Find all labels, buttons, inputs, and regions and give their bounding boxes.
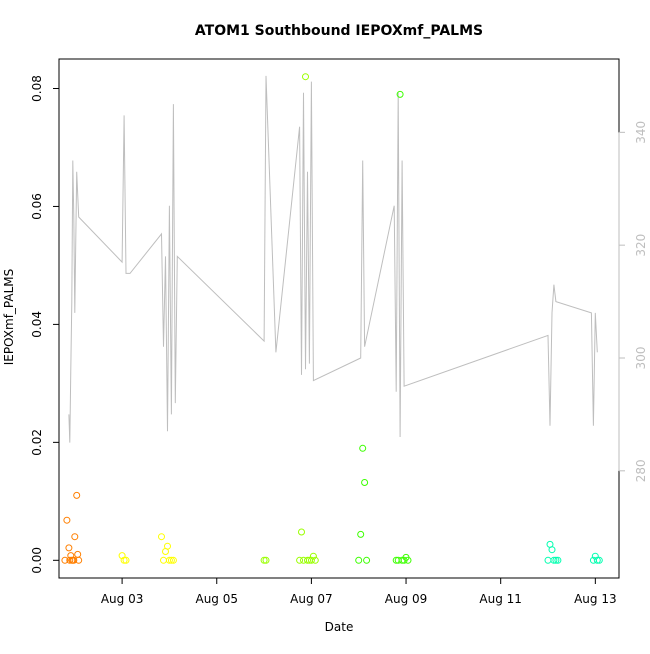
y-tick-label: 0.02 <box>30 429 44 456</box>
data-point-s2-p10 <box>311 556 319 564</box>
data-point-s0-p9 <box>75 556 83 564</box>
x-tick-label: Aug 05 <box>195 592 238 606</box>
data-point-s3-p0 <box>357 530 365 538</box>
data-point-s3-p4 <box>355 556 363 564</box>
data-point-s1-p0 <box>118 552 126 560</box>
scatter-points-layer <box>61 73 603 564</box>
y-tick-label: 0.08 <box>30 75 44 102</box>
y2-tick-label: 340 <box>634 121 648 144</box>
data-point-s0-p8 <box>74 550 82 558</box>
data-point-s0-p1 <box>65 544 73 552</box>
data-point-s3-p3 <box>363 556 371 564</box>
data-point-s4-p6 <box>591 552 599 560</box>
chart-title: ATOM1 Southbound IEPOXmf_PALMS <box>195 23 483 39</box>
y-axis-label: IEPOXmf_PALMS <box>2 269 16 366</box>
y2-tick-label: 300 <box>634 347 648 370</box>
data-point-s2-p9 <box>309 552 317 560</box>
data-point-s0-p10 <box>61 556 69 564</box>
data-point-s1-p6 <box>164 542 171 550</box>
data-point-s2-p8 <box>307 556 315 564</box>
y-tick-label: 0.00 <box>30 547 44 574</box>
data-point-s2-p5 <box>302 73 309 81</box>
data-point-s1-p7 <box>165 556 173 564</box>
data-point-s4-p9 <box>589 556 597 564</box>
data-point-s4-p7 <box>593 556 601 564</box>
y2-axis: 280 300 320 340 <box>618 121 648 482</box>
data-point-s2-p2 <box>296 556 304 564</box>
y2-tick-label: 320 <box>634 234 648 257</box>
data-point-s0-p6 <box>71 533 79 541</box>
data-point-s2-p6 <box>304 556 311 564</box>
data-point-s1-p9 <box>169 556 177 564</box>
y-tick-label: 0.06 <box>30 193 44 220</box>
x-tick-label: Aug 11 <box>479 592 522 606</box>
data-point-s3-p1 <box>359 444 367 452</box>
data-point-s2-p0 <box>260 556 268 564</box>
y2-tick-label: 280 <box>634 459 648 482</box>
data-point-s0-p0 <box>63 516 71 524</box>
data-point-s1-p1 <box>120 556 128 564</box>
data-point-s1-p4 <box>160 556 167 564</box>
y-tick-label: 0.04 <box>30 311 44 338</box>
line-series-layer <box>68 75 598 443</box>
data-point-s0-p7 <box>73 491 81 499</box>
data-point-s1-p3 <box>158 533 165 541</box>
data-point-s2-p3 <box>298 528 305 536</box>
x-tick-label: Aug 03 <box>101 592 144 606</box>
data-point-s4-p4 <box>552 556 560 564</box>
plot-area <box>58 58 620 579</box>
y-axis: 0.00 0.02 0.04 0.06 0.08 <box>30 75 60 574</box>
data-point-s4-p2 <box>548 546 556 554</box>
data-point-s0-p5 <box>70 556 78 564</box>
x-tick-label: Aug 09 <box>385 592 428 606</box>
temperature-line-series <box>68 75 598 443</box>
data-point-s1-p8 <box>167 556 175 564</box>
x-axis-label: Date <box>325 620 354 634</box>
data-point-s2-p1 <box>262 556 270 564</box>
data-point-s3-p2 <box>361 479 369 486</box>
data-point-s4-p0 <box>544 556 552 564</box>
data-point-s1-p2 <box>122 556 130 564</box>
x-tick-label: Aug 13 <box>574 592 617 606</box>
data-point-s4-p3 <box>550 556 558 564</box>
data-point-s3-p7 <box>396 90 404 98</box>
x-tick-label: Aug 07 <box>290 592 333 606</box>
data-point-s0-p11 <box>66 556 74 564</box>
data-point-s3-p11 <box>404 556 412 564</box>
data-point-s4-p5 <box>554 556 562 564</box>
plot-frame <box>58 58 620 579</box>
x-axis: Aug 03 Aug 05 Aug 07 Aug 09 Aug 11 Aug 13 <box>101 577 617 606</box>
